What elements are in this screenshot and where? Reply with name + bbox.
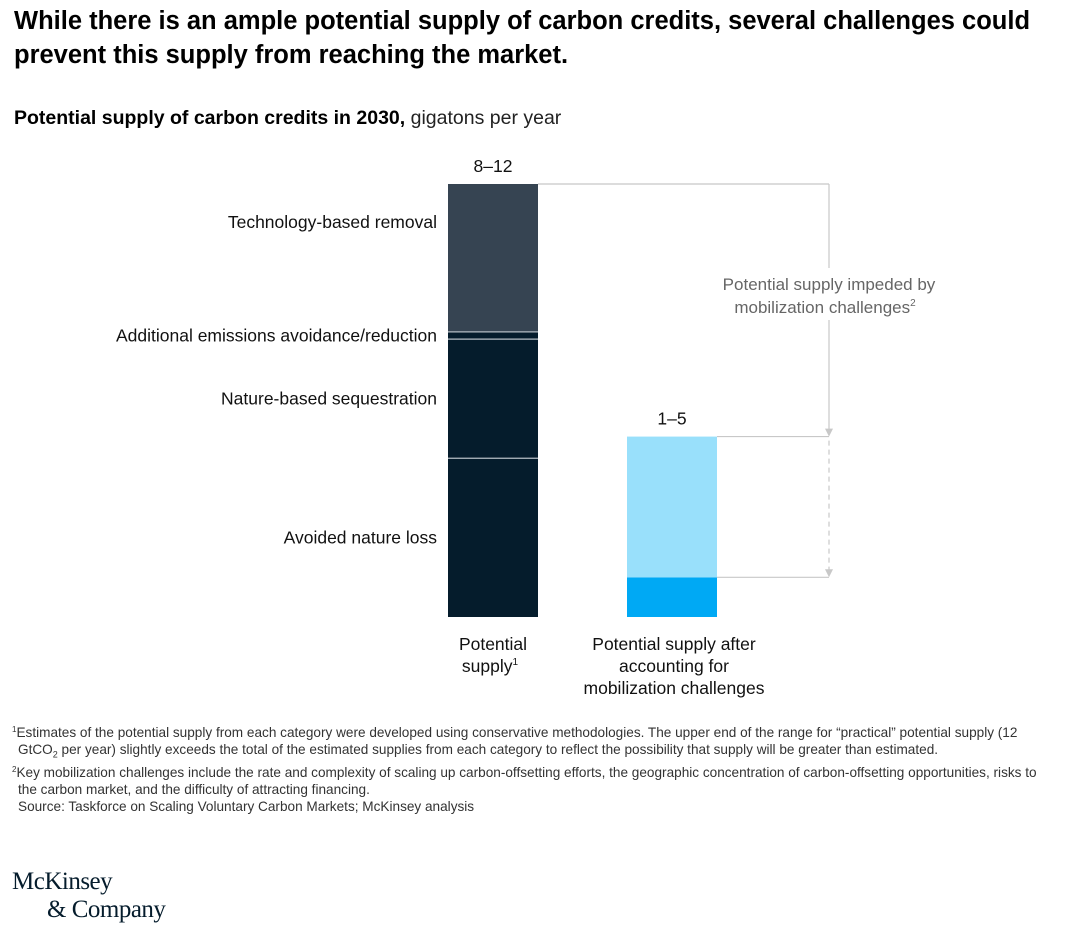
footnotes: 1Estimates of the potential supply from …	[12, 724, 1057, 815]
footnote-1-text-before: Estimates of the potential supply from e…	[16, 725, 1018, 757]
bar-total-label-potential: 8–12	[474, 156, 513, 176]
logo-line-1: McKinsey	[12, 868, 113, 895]
footnote-2-text: Key mobilization challenges include the …	[16, 764, 1037, 797]
bar-segment-additional-emissions-avoidance-reduction	[448, 331, 538, 340]
footnote-1-mark: 1	[12, 725, 17, 734]
subtitle-main: Potential supply of carbon credits in 20…	[14, 107, 406, 129]
footnote-1-text-after: per year) slightly exceeds the total of …	[57, 742, 939, 757]
bar-label-potential-line-2: supply1	[462, 656, 519, 676]
arrow-head-lower	[825, 569, 833, 578]
category-label-nature-based-sequestration: Nature-based sequestration	[221, 389, 437, 409]
footnote-2: 2Key mobilization challenges include the…	[12, 764, 1057, 798]
footnote-1-subscript: 2	[52, 749, 58, 760]
bar-label-after-line-1: Potential supply after	[592, 634, 756, 654]
annotation-line-1: Potential supply impeded by	[723, 275, 936, 294]
bar-label-after-line-3: mobilization challenges	[584, 678, 765, 698]
category-label-technology-based-removal: Technology-based removal	[228, 212, 437, 232]
chart-subtitle: Potential supply of carbon credits in 20…	[14, 105, 561, 131]
supply-chart: Avoided nature loss Nature-based sequestr…	[116, 156, 956, 698]
subtitle-unit: gigatons per year	[405, 107, 562, 129]
bar-label-potential-footnote-mark: 1	[513, 657, 519, 668]
footnote-2-mark: 2	[12, 764, 17, 774]
headline: While there is an ample potential supply…	[14, 7, 1031, 69]
annotation-line-2: mobilization challenges2	[734, 298, 916, 317]
bar-segment-lower-range	[627, 577, 717, 617]
bar-segment-upper-range	[627, 436, 717, 578]
annotation-background	[706, 268, 956, 320]
annotation-line-2-text: mobilization challenges	[734, 298, 910, 317]
logo-line-2: & Company	[47, 896, 166, 923]
arrow-head-upper	[825, 428, 833, 437]
bar-total-label-after: 1–5	[657, 409, 686, 429]
bar-segment-avoided-nature-loss	[448, 458, 538, 617]
bar-label-after-line-2: accounting for	[619, 656, 729, 676]
bar-label-potential-text-1: Potential	[459, 634, 527, 654]
bar-segment-technology-based-removal	[448, 184, 538, 332]
category-label-additional-emissions-avoidance-reduction: Additional emissions avoidance/reduction	[116, 326, 437, 346]
bar-label-potential-line-1: Potential	[459, 634, 527, 654]
mckinsey-logo: McKinsey & Company	[12, 868, 166, 924]
bar-segment-nature-based-sequestration	[448, 339, 538, 459]
category-label-avoided-nature-loss: Avoided nature loss	[284, 528, 438, 548]
source-note: Source: Taskforce on Scaling Voluntary C…	[18, 798, 475, 814]
annotation-footnote-mark: 2	[910, 298, 916, 309]
footnote-1: 1Estimates of the potential supply from …	[12, 724, 1057, 764]
bar-label-potential-text-2: supply	[462, 656, 513, 676]
